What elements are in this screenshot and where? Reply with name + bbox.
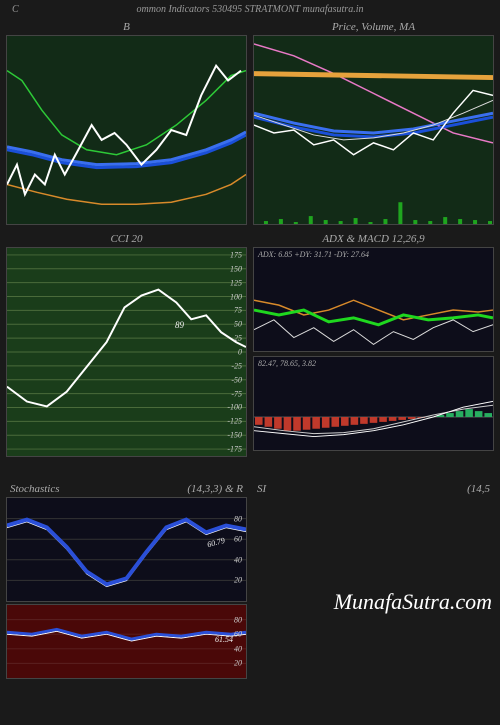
- panel-rsi-col: SI (14,5: [253, 481, 494, 679]
- bottom-row: Stochastics (14,3,3) & R 8060402060.79 8…: [0, 481, 500, 679]
- panel-price-chart: [253, 35, 494, 225]
- panel-stoch-title: Stochastics (14,3,3) & R: [6, 483, 247, 495]
- panel-price-title: Price, Volume, MA: [253, 21, 494, 33]
- panel-stoch-top-chart: 8060402060.79: [6, 497, 247, 602]
- panel-b-chart: [6, 35, 247, 225]
- watermark: MunafaSutra.com: [334, 589, 492, 615]
- page-header: C ommon Indicators 530495 STRATMONT muna…: [0, 0, 500, 19]
- panel-stoch-col: Stochastics (14,3,3) & R 8060402060.79 8…: [6, 481, 247, 679]
- panel-stoch-bot-chart: 8060402061.54: [6, 604, 247, 679]
- panel-cci-title: CCI 20: [6, 233, 247, 245]
- panel-adx-col: ADX & MACD 12,26,9 ADX: 6.85 +DY: 31.71 …: [253, 231, 494, 457]
- header-c: C: [12, 4, 19, 15]
- top-grid: B Price, Volume, MA CCI 20 1751501251007…: [0, 19, 500, 457]
- panel-adx-chart: ADX: 6.85 +DY: 31.71 -DY: 27.64: [253, 247, 494, 352]
- panel-b-title: B: [6, 21, 247, 33]
- panel-cci-chart: 1751501251007550250-25-50-75-100-125-150…: [6, 247, 247, 457]
- header-title: ommon Indicators 530495 STRATMONT munafa…: [137, 4, 364, 15]
- panel-adx-title: ADX & MACD 12,26,9: [253, 233, 494, 245]
- panel-macd-chart: 82.47, 78.65, 3.82: [253, 356, 494, 451]
- panel-cci-col: CCI 20 1751501251007550250-25-50-75-100-…: [6, 231, 247, 457]
- panel-rsi-title: SI (14,5: [253, 483, 494, 495]
- panel-price-col: Price, Volume, MA: [253, 19, 494, 225]
- panel-b-col: B: [6, 19, 247, 225]
